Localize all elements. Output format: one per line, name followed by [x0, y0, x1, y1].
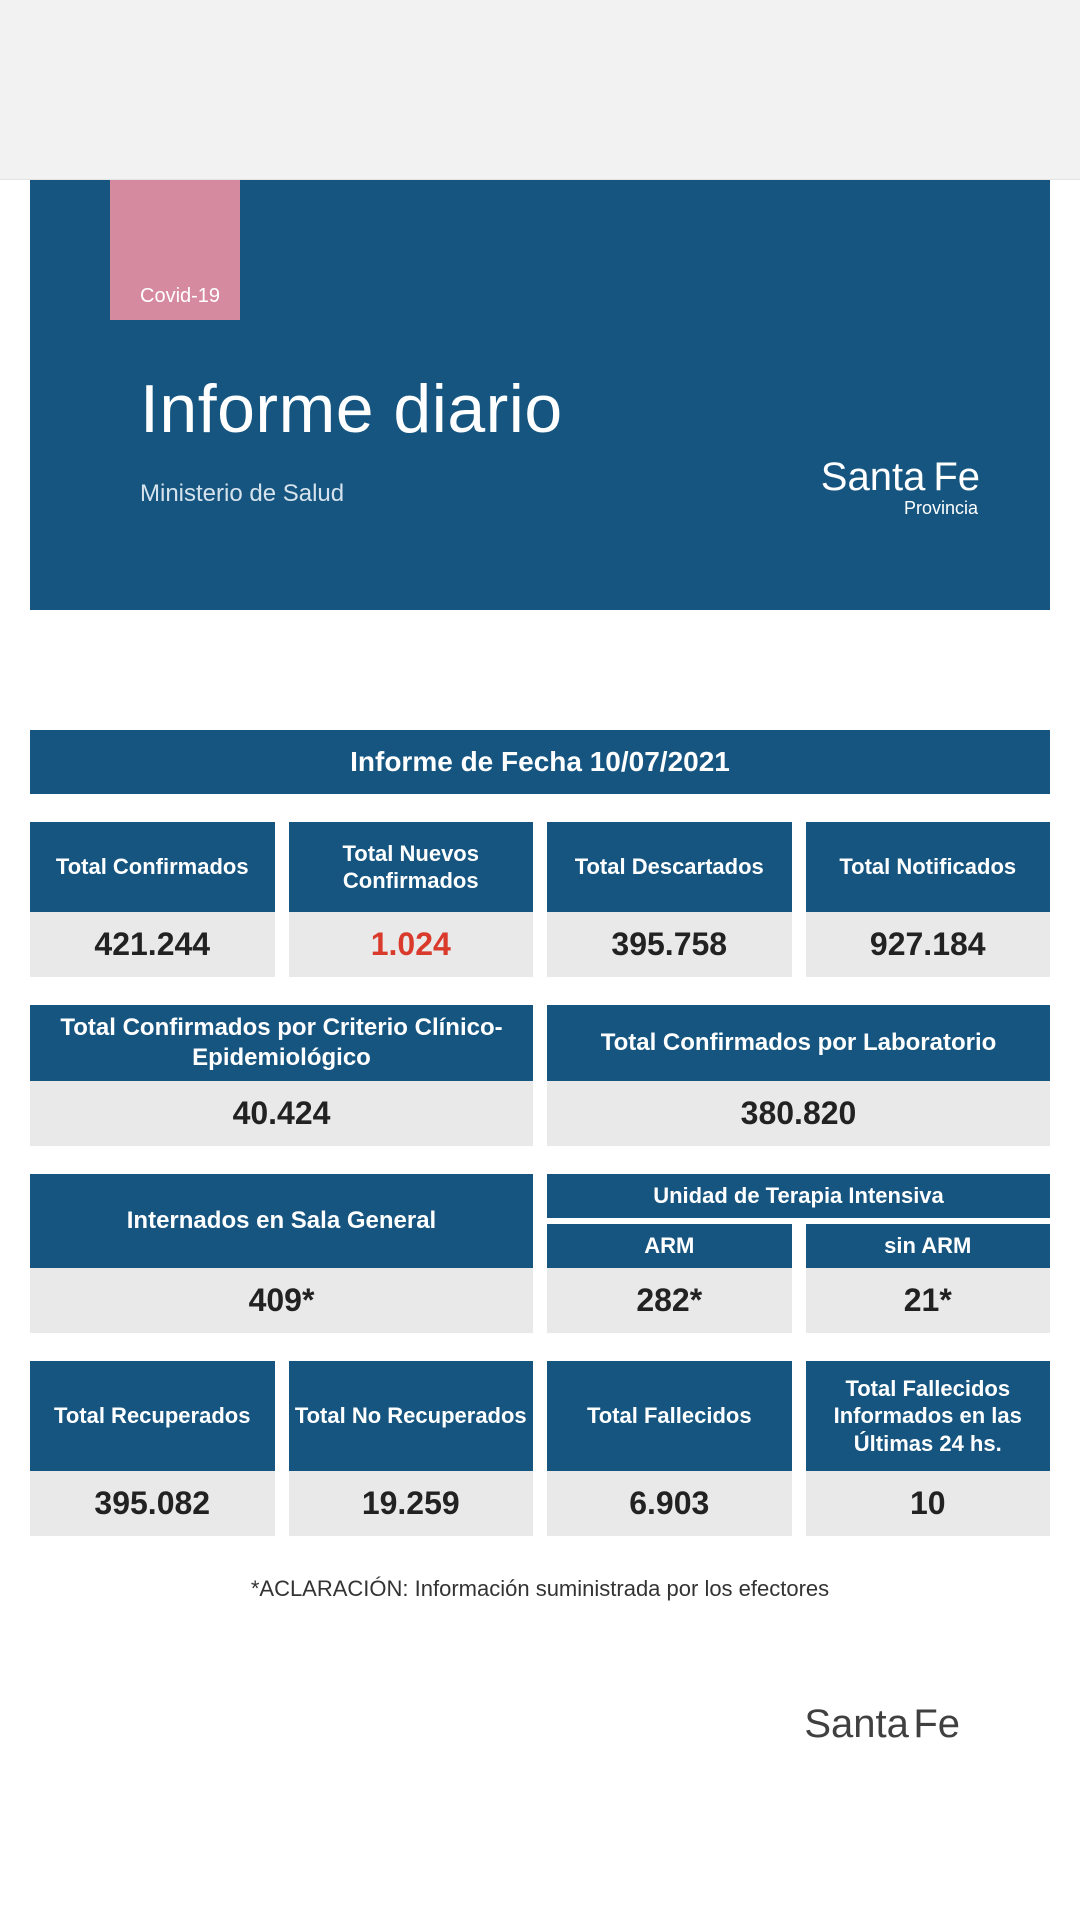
stat-label: ARM	[547, 1224, 792, 1268]
stats-row-2: Total Confirmados por Criterio Clínico-E…	[30, 1005, 1050, 1146]
stat-cell: Total Fallecidos 6.903	[547, 1361, 792, 1536]
stat-label: Total Confirmados por Laboratorio	[547, 1005, 1050, 1081]
stat-value: 40.424	[30, 1081, 533, 1146]
footer-logo: Santa Fe	[30, 1602, 1050, 1747]
stat-value: 421.244	[30, 912, 275, 977]
stat-cell: Total Descartados 395.758	[547, 822, 792, 977]
hero-banner: Covid-19 Informe diario Ministerio de Sa…	[30, 180, 1050, 610]
stat-label: Total Notificados	[806, 822, 1051, 912]
date-bar: Informe de Fecha 10/07/2021	[30, 730, 1050, 794]
footer-logo-santa: Santa	[804, 1702, 909, 1746]
hero-subtitle: Ministerio de Salud	[140, 480, 344, 508]
stat-value: 282*	[547, 1268, 792, 1333]
stat-value: 6.903	[547, 1471, 792, 1536]
stat-cell: ARM 282*	[547, 1224, 792, 1333]
stats-row-1: Total Confirmados 421.244 Total Nuevos C…	[30, 822, 1050, 977]
stat-value: 10	[806, 1471, 1051, 1536]
stat-value: 19.259	[289, 1471, 534, 1536]
stat-label: Total Fallecidos Informados en las Últim…	[806, 1361, 1051, 1471]
report-page: Covid-19 Informe diario Ministerio de Sa…	[0, 180, 1080, 1787]
stat-cell: Total No Recuperados 19.259	[289, 1361, 534, 1536]
stat-value: 395.758	[547, 912, 792, 977]
stats-row-3: Internados en Sala General 409* Unidad d…	[30, 1174, 1050, 1333]
stat-label: Total Nuevos Confirmados	[289, 822, 534, 912]
hero-tag: Covid-19	[140, 285, 220, 308]
stat-label: Total Confirmados	[30, 822, 275, 912]
icu-group: Unidad de Terapia Intensiva ARM 282* sin…	[547, 1174, 1050, 1333]
stat-cell: Total Confirmados por Laboratorio 380.82…	[547, 1005, 1050, 1146]
browser-top-area	[0, 0, 1080, 180]
logo-santa: Santa	[821, 455, 926, 500]
stat-cell: Total Fallecidos Informados en las Últim…	[806, 1361, 1051, 1536]
stat-label: Total Descartados	[547, 822, 792, 912]
santa-fe-logo: Santa Fe Provincia	[821, 455, 980, 519]
icu-group-label: Unidad de Terapia Intensiva	[547, 1174, 1050, 1218]
stat-value: 409*	[30, 1268, 533, 1333]
stat-cell: sin ARM 21*	[806, 1224, 1051, 1333]
stat-label: Internados en Sala General	[30, 1174, 533, 1268]
stat-label: Total Fallecidos	[547, 1361, 792, 1471]
footnote: *ACLARACIÓN: Información suministrada po…	[30, 1576, 1050, 1602]
stat-value: 927.184	[806, 912, 1051, 977]
stat-label: sin ARM	[806, 1224, 1051, 1268]
stat-cell: Total Recuperados 395.082	[30, 1361, 275, 1536]
logo-provincia: Provincia	[821, 498, 980, 519]
stats-row-4: Total Recuperados 395.082 Total No Recup…	[30, 1361, 1050, 1536]
stat-cell: Internados en Sala General 409*	[30, 1174, 533, 1333]
logo-fe: Fe	[933, 455, 980, 500]
stat-value: 395.082	[30, 1471, 275, 1536]
stat-cell: Total Confirmados por Criterio Clínico-E…	[30, 1005, 533, 1146]
stat-cell: Total Confirmados 421.244	[30, 822, 275, 977]
hero-title: Informe diario	[140, 370, 563, 448]
stat-label: Total No Recuperados	[289, 1361, 534, 1471]
footer-logo-fe: Fe	[913, 1702, 960, 1746]
stat-value-highlight: 1.024	[289, 912, 534, 977]
stat-cell: Total Nuevos Confirmados 1.024	[289, 822, 534, 977]
stat-cell: Total Notificados 927.184	[806, 822, 1051, 977]
stat-label: Total Recuperados	[30, 1361, 275, 1471]
stat-label: Total Confirmados por Criterio Clínico-E…	[30, 1005, 533, 1081]
stat-value: 21*	[806, 1268, 1051, 1333]
stat-value: 380.820	[547, 1081, 1050, 1146]
